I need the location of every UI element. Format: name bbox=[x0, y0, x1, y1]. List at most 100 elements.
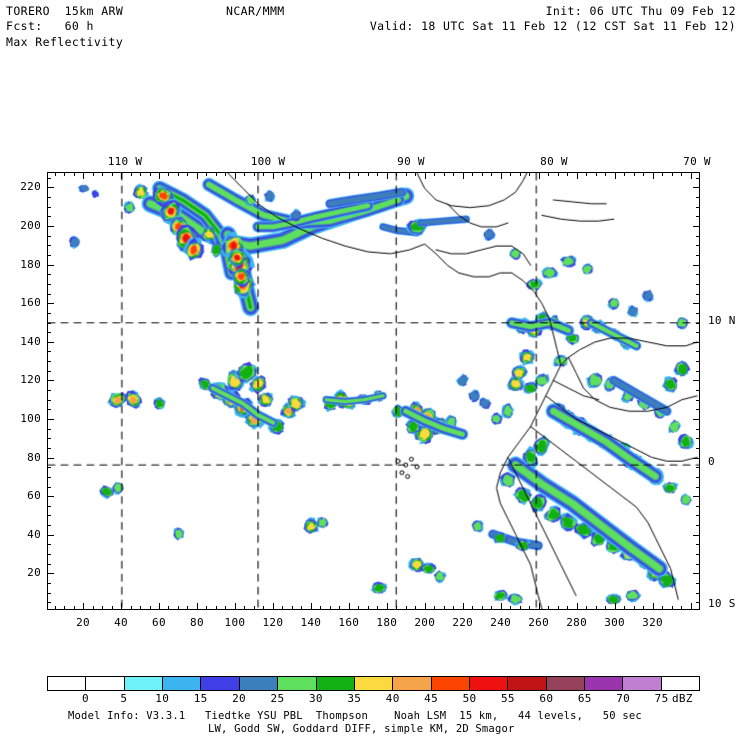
colorbar-swatch-6 bbox=[278, 677, 317, 690]
tick-bottom bbox=[301, 606, 303, 610]
tick-bottom bbox=[557, 606, 559, 610]
tick-top bbox=[329, 172, 331, 176]
tick-top bbox=[386, 172, 388, 179]
y-tick-label: 40 bbox=[27, 527, 41, 541]
tick-top bbox=[102, 172, 104, 176]
colorbar-swatch-14 bbox=[585, 677, 624, 690]
tick-bottom bbox=[244, 606, 246, 610]
tick-left bbox=[47, 496, 54, 498]
colorbar-tick-60: 60 bbox=[539, 692, 554, 705]
tick-left bbox=[47, 332, 51, 334]
tick-bottom bbox=[405, 606, 407, 610]
y-tick-label: 120 bbox=[20, 373, 41, 387]
tick-bottom bbox=[424, 603, 426, 610]
tick-right bbox=[696, 370, 700, 372]
tick-left bbox=[47, 534, 54, 536]
tick-top bbox=[567, 172, 569, 176]
reflectivity-field-canvas bbox=[48, 173, 699, 609]
colorbar-tick-10: 10 bbox=[155, 692, 170, 705]
colorbar-tick-75: 75 bbox=[654, 692, 669, 705]
lon-label-top: 90 W bbox=[397, 155, 425, 168]
tick-left bbox=[47, 380, 54, 382]
tick-left bbox=[47, 418, 54, 420]
tick-left bbox=[47, 457, 54, 459]
tick-top bbox=[206, 172, 208, 176]
tick-bottom bbox=[263, 606, 265, 610]
tick-left bbox=[47, 409, 51, 411]
colorbar-tick-40: 40 bbox=[385, 692, 400, 705]
tick-top bbox=[83, 172, 85, 179]
x-tick-label: 220 bbox=[452, 616, 474, 629]
tick-bottom bbox=[681, 606, 683, 610]
tick-right bbox=[693, 264, 700, 266]
tick-left bbox=[47, 274, 51, 276]
tick-bottom bbox=[83, 603, 85, 610]
x-tick-label: 320 bbox=[642, 616, 663, 629]
tick-right bbox=[696, 467, 700, 469]
tick-bottom bbox=[149, 606, 151, 610]
tick-top bbox=[272, 172, 274, 179]
colorbar-tick-55: 55 bbox=[501, 692, 515, 705]
tick-top bbox=[244, 172, 246, 176]
tick-bottom bbox=[102, 606, 104, 610]
x-tick-label: 160 bbox=[338, 616, 360, 629]
colorbar-swatch-3 bbox=[163, 677, 202, 690]
tick-top bbox=[377, 172, 379, 176]
colorbar-tick-35: 35 bbox=[347, 692, 362, 705]
tick-right bbox=[696, 428, 700, 430]
x-tick-label: 40 bbox=[114, 616, 128, 629]
tick-top bbox=[415, 172, 417, 176]
tick-top bbox=[187, 172, 189, 176]
x-tick-label: 140 bbox=[300, 616, 322, 629]
tick-left bbox=[47, 361, 51, 363]
tick-top bbox=[500, 172, 502, 179]
tick-top bbox=[92, 172, 94, 176]
y-tick-label: 220 bbox=[20, 180, 41, 194]
tick-left bbox=[47, 486, 51, 488]
tick-left bbox=[47, 525, 51, 527]
tick-top bbox=[358, 172, 360, 176]
tick-right bbox=[696, 235, 700, 237]
tick-left bbox=[47, 216, 51, 218]
y-tick-label: 60 bbox=[27, 489, 41, 503]
tick-right bbox=[696, 592, 700, 594]
y-tick-label: 180 bbox=[20, 257, 41, 271]
tick-bottom bbox=[215, 606, 217, 610]
tick-right bbox=[696, 312, 700, 314]
x-tick-label: 100 bbox=[224, 616, 246, 629]
tick-bottom bbox=[386, 603, 388, 610]
tick-bottom bbox=[121, 603, 123, 610]
footer-model-info-line1: Model Info: V3.3.1 Tiedtke YSU PBL Thomp… bbox=[68, 710, 642, 722]
tick-top bbox=[491, 172, 493, 176]
tick-right bbox=[696, 283, 700, 285]
tick-left bbox=[47, 592, 51, 594]
tick-top bbox=[548, 172, 550, 176]
header-valid-time: Valid: 18 UTC Sat 11 Feb 12 (12 CST Sat … bbox=[369, 19, 736, 33]
tick-top bbox=[320, 172, 322, 176]
tick-top bbox=[215, 172, 217, 176]
tick-right bbox=[693, 573, 700, 575]
colorbar-swatch-4 bbox=[201, 677, 240, 690]
tick-bottom bbox=[472, 606, 474, 610]
tick-bottom bbox=[614, 603, 616, 610]
colorbar-swatch-2 bbox=[124, 677, 164, 690]
tick-right bbox=[693, 534, 700, 536]
tick-bottom bbox=[652, 603, 654, 610]
tick-bottom bbox=[643, 606, 645, 610]
tick-top bbox=[234, 172, 236, 179]
tick-bottom bbox=[320, 606, 322, 610]
tick-bottom bbox=[196, 603, 198, 610]
tick-left bbox=[47, 399, 51, 401]
tick-bottom bbox=[64, 606, 66, 610]
tick-top bbox=[586, 172, 588, 176]
tick-right bbox=[696, 274, 700, 276]
tick-top bbox=[282, 172, 284, 176]
tick-left bbox=[47, 554, 51, 556]
tick-left bbox=[47, 226, 54, 228]
tick-top bbox=[434, 172, 436, 176]
tick-top bbox=[690, 172, 692, 179]
tick-right bbox=[696, 409, 700, 411]
tick-left bbox=[47, 602, 51, 604]
tick-bottom bbox=[377, 606, 379, 610]
colorbar-swatch-8 bbox=[354, 677, 394, 690]
